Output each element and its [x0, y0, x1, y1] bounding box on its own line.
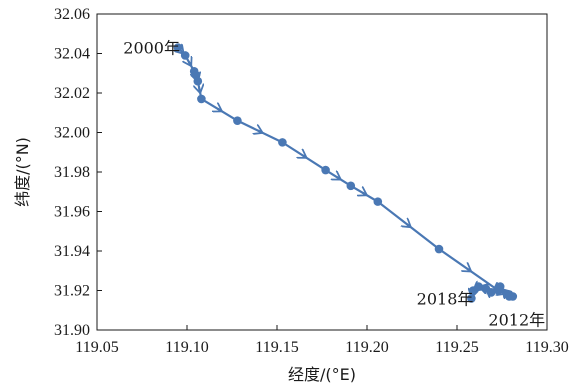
data-point: [495, 282, 505, 291]
data-point: [321, 165, 330, 175]
direction-arrow: [258, 131, 262, 133]
direction-arrow: [407, 224, 410, 226]
direction-arrow: [218, 109, 221, 111]
direction-arrow: [363, 193, 366, 195]
y-tick-label: 32.02: [54, 85, 90, 102]
annotation-label: 2018年: [417, 289, 474, 308]
y-tick-label: 31.90: [54, 322, 90, 339]
data-point: [233, 116, 242, 125]
data-point: [180, 51, 190, 60]
x-tick-label: 119.15: [255, 339, 298, 356]
data-point: [468, 286, 478, 295]
direction-arrow: [302, 155, 305, 157]
annotations: 2000年 2012年 2018年: [123, 39, 545, 330]
annotation-label: 2000年: [123, 39, 180, 58]
y-tick-label: 32.06: [54, 6, 90, 23]
data-point: [467, 294, 476, 303]
y-tick-label: 32.04: [54, 46, 90, 63]
y-tick-label: 32.00: [54, 125, 90, 142]
data-point: [346, 181, 356, 191]
direction-arrow: [199, 88, 200, 92]
y-axis: 31.90 31.92 31.94 31.96 31.98 32.00 32.02 32.04…: [54, 6, 102, 339]
series-trajectory: [173, 43, 518, 303]
y-tick-label: 31.92: [54, 283, 90, 300]
y-tick-label: 31.94: [54, 243, 90, 260]
data-point: [434, 244, 444, 254]
x-axis-title: 经度/(°E): [288, 365, 356, 384]
x-tick-label: 119.05: [75, 339, 118, 356]
data-point: [278, 138, 287, 147]
y-tick-label: 31.96: [54, 204, 90, 221]
x-tick-label: 119.25: [435, 339, 478, 356]
y-axis-title: 纬度/(°N): [13, 137, 32, 207]
direction-arrow: [467, 269, 470, 271]
direction-arrow: [337, 177, 340, 179]
x-axis: 119.05 119.10 119.15 119.20 119.25 119.30: [75, 325, 569, 356]
annotation-label: 2012年: [488, 310, 545, 329]
data-point: [197, 94, 206, 104]
y-tick-label: 31.98: [54, 164, 90, 181]
x-tick-label: 119.10: [165, 339, 208, 356]
data-point: [173, 43, 183, 52]
x-tick-label: 119.30: [525, 339, 568, 356]
direction-arrow: [189, 62, 191, 65]
data-point: [481, 284, 491, 293]
data-point: [373, 197, 383, 206]
data-point: [504, 292, 514, 301]
data-point: [193, 76, 203, 86]
x-tick-label: 119.20: [345, 339, 388, 356]
